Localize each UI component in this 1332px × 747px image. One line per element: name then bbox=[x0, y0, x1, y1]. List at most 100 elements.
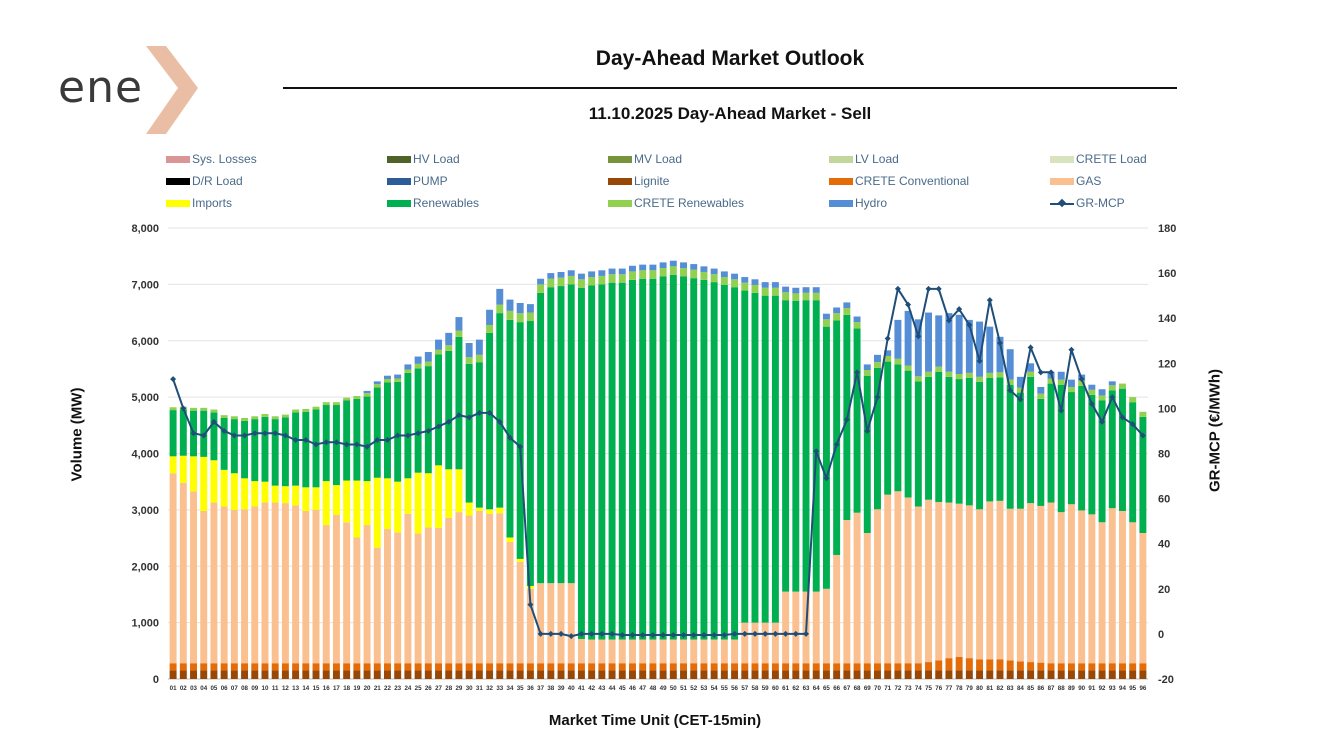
gr-mcp-point bbox=[1007, 387, 1014, 394]
bar-hydro bbox=[608, 268, 616, 275]
x-tick-label: 53 bbox=[700, 685, 707, 692]
legend-swatch bbox=[829, 200, 853, 208]
x-tick-label: 35 bbox=[517, 685, 524, 692]
x-tick-label: 82 bbox=[997, 685, 1004, 692]
bar-lignite bbox=[659, 670, 667, 679]
gr-mcp-point bbox=[1119, 414, 1126, 421]
bar-crete-renewables bbox=[771, 287, 779, 296]
bar-crete-conventional bbox=[506, 663, 514, 671]
gr-mcp-point bbox=[272, 430, 279, 437]
bar-crete-conventional bbox=[792, 663, 800, 671]
bar-gas bbox=[230, 509, 238, 664]
bar-hydro bbox=[475, 339, 483, 355]
legend-swatch bbox=[608, 178, 632, 186]
bar-renewables bbox=[782, 300, 790, 592]
x-tick-label: 09 bbox=[251, 685, 258, 692]
bar-gas bbox=[680, 639, 687, 664]
bar-crete-conventional bbox=[435, 663, 442, 671]
bar-renewables bbox=[792, 300, 800, 592]
bar-imports bbox=[526, 585, 534, 589]
bar-crete-conventional bbox=[322, 663, 330, 671]
bar-renewables bbox=[312, 409, 320, 488]
bar-hydro bbox=[1016, 376, 1024, 388]
bar-crete-conventional bbox=[802, 663, 810, 671]
bar-hydro bbox=[1027, 363, 1035, 372]
bar-imports bbox=[169, 456, 177, 474]
bar-renewables bbox=[455, 336, 463, 470]
bar-crete-conventional bbox=[976, 659, 984, 671]
bar-crete-renewables bbox=[394, 378, 402, 382]
bar-crete-conventional bbox=[771, 663, 779, 671]
x-tick-label: 43 bbox=[598, 685, 605, 692]
bar-lignite bbox=[710, 670, 718, 679]
bar-renewables bbox=[577, 287, 585, 639]
bar-lignite bbox=[802, 670, 810, 679]
bar-crete-conventional bbox=[853, 663, 861, 671]
bar-crete-renewables bbox=[322, 402, 330, 406]
bar-gas bbox=[863, 532, 871, 664]
legend-label: Hydro bbox=[855, 196, 888, 210]
bar-crete-conventional bbox=[629, 663, 636, 671]
x-tick-label: 26 bbox=[425, 685, 432, 692]
bar-renewables bbox=[741, 290, 749, 623]
bar-lignite bbox=[557, 670, 565, 679]
bar-renewables bbox=[935, 371, 943, 502]
bar-gas bbox=[700, 639, 708, 664]
bar-lignite bbox=[230, 670, 238, 679]
bar-lignite bbox=[506, 670, 514, 679]
legend-label: CRETE Load bbox=[1076, 152, 1147, 166]
bar-lignite bbox=[822, 670, 830, 679]
legend-swatch bbox=[1050, 198, 1074, 208]
bar-crete-conventional bbox=[526, 663, 534, 671]
y2-tick-label: 140 bbox=[1158, 313, 1176, 325]
bar-crete-renewables bbox=[802, 292, 810, 301]
legend-item-crete-conventional: CRETE Conventional bbox=[829, 174, 969, 188]
bar-lignite bbox=[404, 670, 412, 679]
bar-renewables bbox=[292, 412, 300, 486]
bar-lignite bbox=[516, 670, 524, 679]
bar-imports bbox=[281, 486, 289, 504]
bar-lignite bbox=[690, 670, 698, 679]
bar-crete-renewables bbox=[567, 275, 575, 285]
x-tick-label: 87 bbox=[1048, 685, 1055, 692]
bar-crete-conventional bbox=[955, 657, 963, 671]
bar-renewables bbox=[220, 417, 228, 470]
bar-renewables bbox=[720, 284, 728, 640]
bar-crete-conventional bbox=[700, 663, 708, 671]
bar-lignite bbox=[720, 670, 728, 679]
bar-imports bbox=[302, 487, 310, 512]
bar-renewables bbox=[1027, 376, 1035, 504]
bar-hydro bbox=[424, 352, 432, 362]
bar-hydro bbox=[618, 268, 626, 275]
bar-hydro bbox=[526, 304, 534, 313]
bar-renewables bbox=[680, 276, 687, 640]
bar-gas bbox=[384, 529, 391, 664]
x-tick-label: 21 bbox=[374, 685, 381, 692]
bar-imports bbox=[424, 473, 432, 528]
x-tick-label: 55 bbox=[721, 685, 728, 692]
bar-lignite bbox=[200, 670, 208, 679]
bar-gas bbox=[435, 527, 442, 664]
bar-hydro bbox=[577, 273, 585, 280]
gr-mcp-point bbox=[813, 448, 820, 455]
x-axis-title: Market Time Unit (CET-15min) bbox=[548, 712, 762, 729]
legend-item-pump: PUMP bbox=[387, 174, 448, 188]
x-tick-label: 81 bbox=[986, 685, 993, 692]
x-tick-label: 20 bbox=[364, 685, 371, 692]
bar-crete-renewables bbox=[1088, 389, 1096, 395]
bar-crete-renewables bbox=[1119, 383, 1126, 389]
bar-renewables bbox=[669, 274, 677, 640]
bar-renewables bbox=[475, 362, 483, 508]
bar-imports bbox=[404, 478, 412, 514]
bar-hydro bbox=[853, 316, 861, 323]
bar-renewables bbox=[914, 381, 922, 507]
gr-mcp-point bbox=[527, 601, 534, 608]
bar-lignite bbox=[465, 670, 473, 679]
bar-crete-renewables bbox=[598, 275, 606, 285]
bar-lignite bbox=[843, 670, 851, 679]
bar-crete-conventional bbox=[731, 663, 739, 671]
bar-crete-conventional bbox=[710, 663, 718, 671]
bar-hydro bbox=[761, 282, 769, 288]
bar-crete-conventional bbox=[588, 663, 596, 671]
bar-crete-conventional bbox=[1006, 660, 1014, 671]
